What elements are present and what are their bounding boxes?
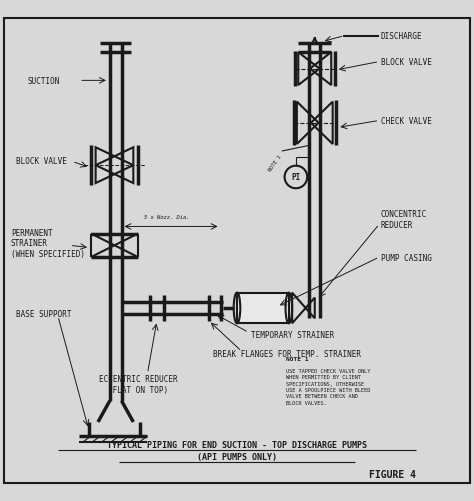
Text: BREAK FLANGES FOR TEMP. STRAINER: BREAK FLANGES FOR TEMP. STRAINER <box>213 350 362 358</box>
Text: PI: PI <box>292 173 301 182</box>
Text: BLOCK VALVE: BLOCK VALVE <box>16 157 66 166</box>
Bar <box>237 293 289 324</box>
Text: NOTE 1: NOTE 1 <box>268 154 283 172</box>
Text: PERMANENT
STRAINER
(WHEN SPECIFIED): PERMANENT STRAINER (WHEN SPECIFIED) <box>11 228 85 259</box>
Text: FIGURE 4: FIGURE 4 <box>369 469 416 479</box>
Text: CHECK VALVE: CHECK VALVE <box>381 117 432 126</box>
Text: ECCENTRIC REDUCER
(FLAT ON TOP): ECCENTRIC REDUCER (FLAT ON TOP) <box>99 375 177 395</box>
Text: SUCTION: SUCTION <box>27 77 60 86</box>
Text: DISCHARGE: DISCHARGE <box>381 32 422 41</box>
Text: PUMP CASING: PUMP CASING <box>381 253 432 262</box>
Text: TYPICAL PIPING FOR END SUCTION - TOP DISCHARGE PUMPS: TYPICAL PIPING FOR END SUCTION - TOP DIS… <box>107 440 367 449</box>
Text: TEMPORARY STRAINER: TEMPORARY STRAINER <box>251 331 334 340</box>
Text: (API PUMPS ONLY): (API PUMPS ONLY) <box>197 452 277 461</box>
Text: BASE SUPPORT: BASE SUPPORT <box>16 310 71 319</box>
Text: USE TAPPED CHECK VALVE ONLY
WHEN PERMITTED BY CLIENT
SPECIFICATIONS, OTHERWISE
U: USE TAPPED CHECK VALVE ONLY WHEN PERMITT… <box>286 368 371 405</box>
Text: CONCENTRIC
REDUCER: CONCENTRIC REDUCER <box>381 210 427 230</box>
Text: NOTE 1: NOTE 1 <box>286 356 309 361</box>
Text: 5 x Nozz. Dia.: 5 x Nozz. Dia. <box>144 215 189 220</box>
Text: BLOCK VALVE: BLOCK VALVE <box>381 58 432 67</box>
